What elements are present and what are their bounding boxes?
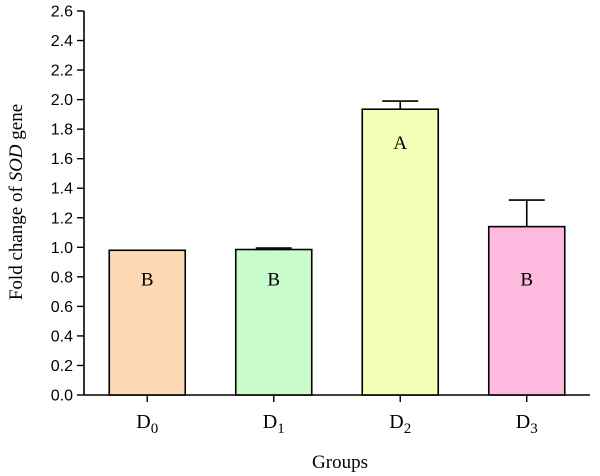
y-tick-label: 2.6	[51, 4, 73, 21]
y-tick-label: 0.0	[51, 388, 73, 405]
y-tick-label: 0.8	[51, 269, 73, 286]
y-axis-title-suffix: gene	[6, 104, 27, 145]
x-tick-label: D2	[389, 411, 411, 437]
significance-label: B	[267, 270, 280, 291]
bar	[108, 249, 187, 396]
x-axis-title: Groups	[312, 452, 368, 473]
y-tick-label: 2.2	[51, 63, 73, 80]
y-tick-label: 1.0	[51, 240, 73, 257]
significance-label: B	[520, 270, 533, 291]
significance-label: B	[141, 270, 154, 291]
y-tick-label: 0.6	[51, 299, 73, 316]
x-axis: D0 D1 D2 D3	[84, 394, 590, 437]
bars: B B A B	[108, 100, 566, 396]
y-tick-label: 1.6	[51, 151, 73, 168]
y-tick-label: 0.2	[51, 358, 73, 375]
x-tick-label: D3	[516, 411, 538, 437]
x-tick-label: D1	[263, 411, 285, 437]
y-axis-title-prefix: Fold change of	[6, 181, 27, 300]
x-tick-label: D0	[136, 411, 158, 437]
bar	[361, 108, 440, 396]
y-tick-label: 1.8	[51, 122, 73, 139]
y-tick-label: 1.2	[51, 210, 73, 227]
bar	[487, 225, 566, 396]
y-tick-label: 1.4	[51, 181, 73, 198]
y-axis-title-italic: SOD	[6, 144, 27, 181]
y-tick-label: 0.4	[51, 328, 73, 345]
y-tick-label: 2.0	[51, 92, 73, 109]
y-axis-title: Fold change of SOD gene	[6, 104, 27, 300]
y-axis: 0.0 0.2 0.4 0.6 0.8 1.0 1.2 1.4 1.6 1.8 2.0 2.2 2.4 2…	[51, 4, 85, 405]
bar	[234, 248, 313, 396]
y-tick-label: 2.4	[51, 33, 73, 50]
significance-label: A	[393, 133, 407, 154]
